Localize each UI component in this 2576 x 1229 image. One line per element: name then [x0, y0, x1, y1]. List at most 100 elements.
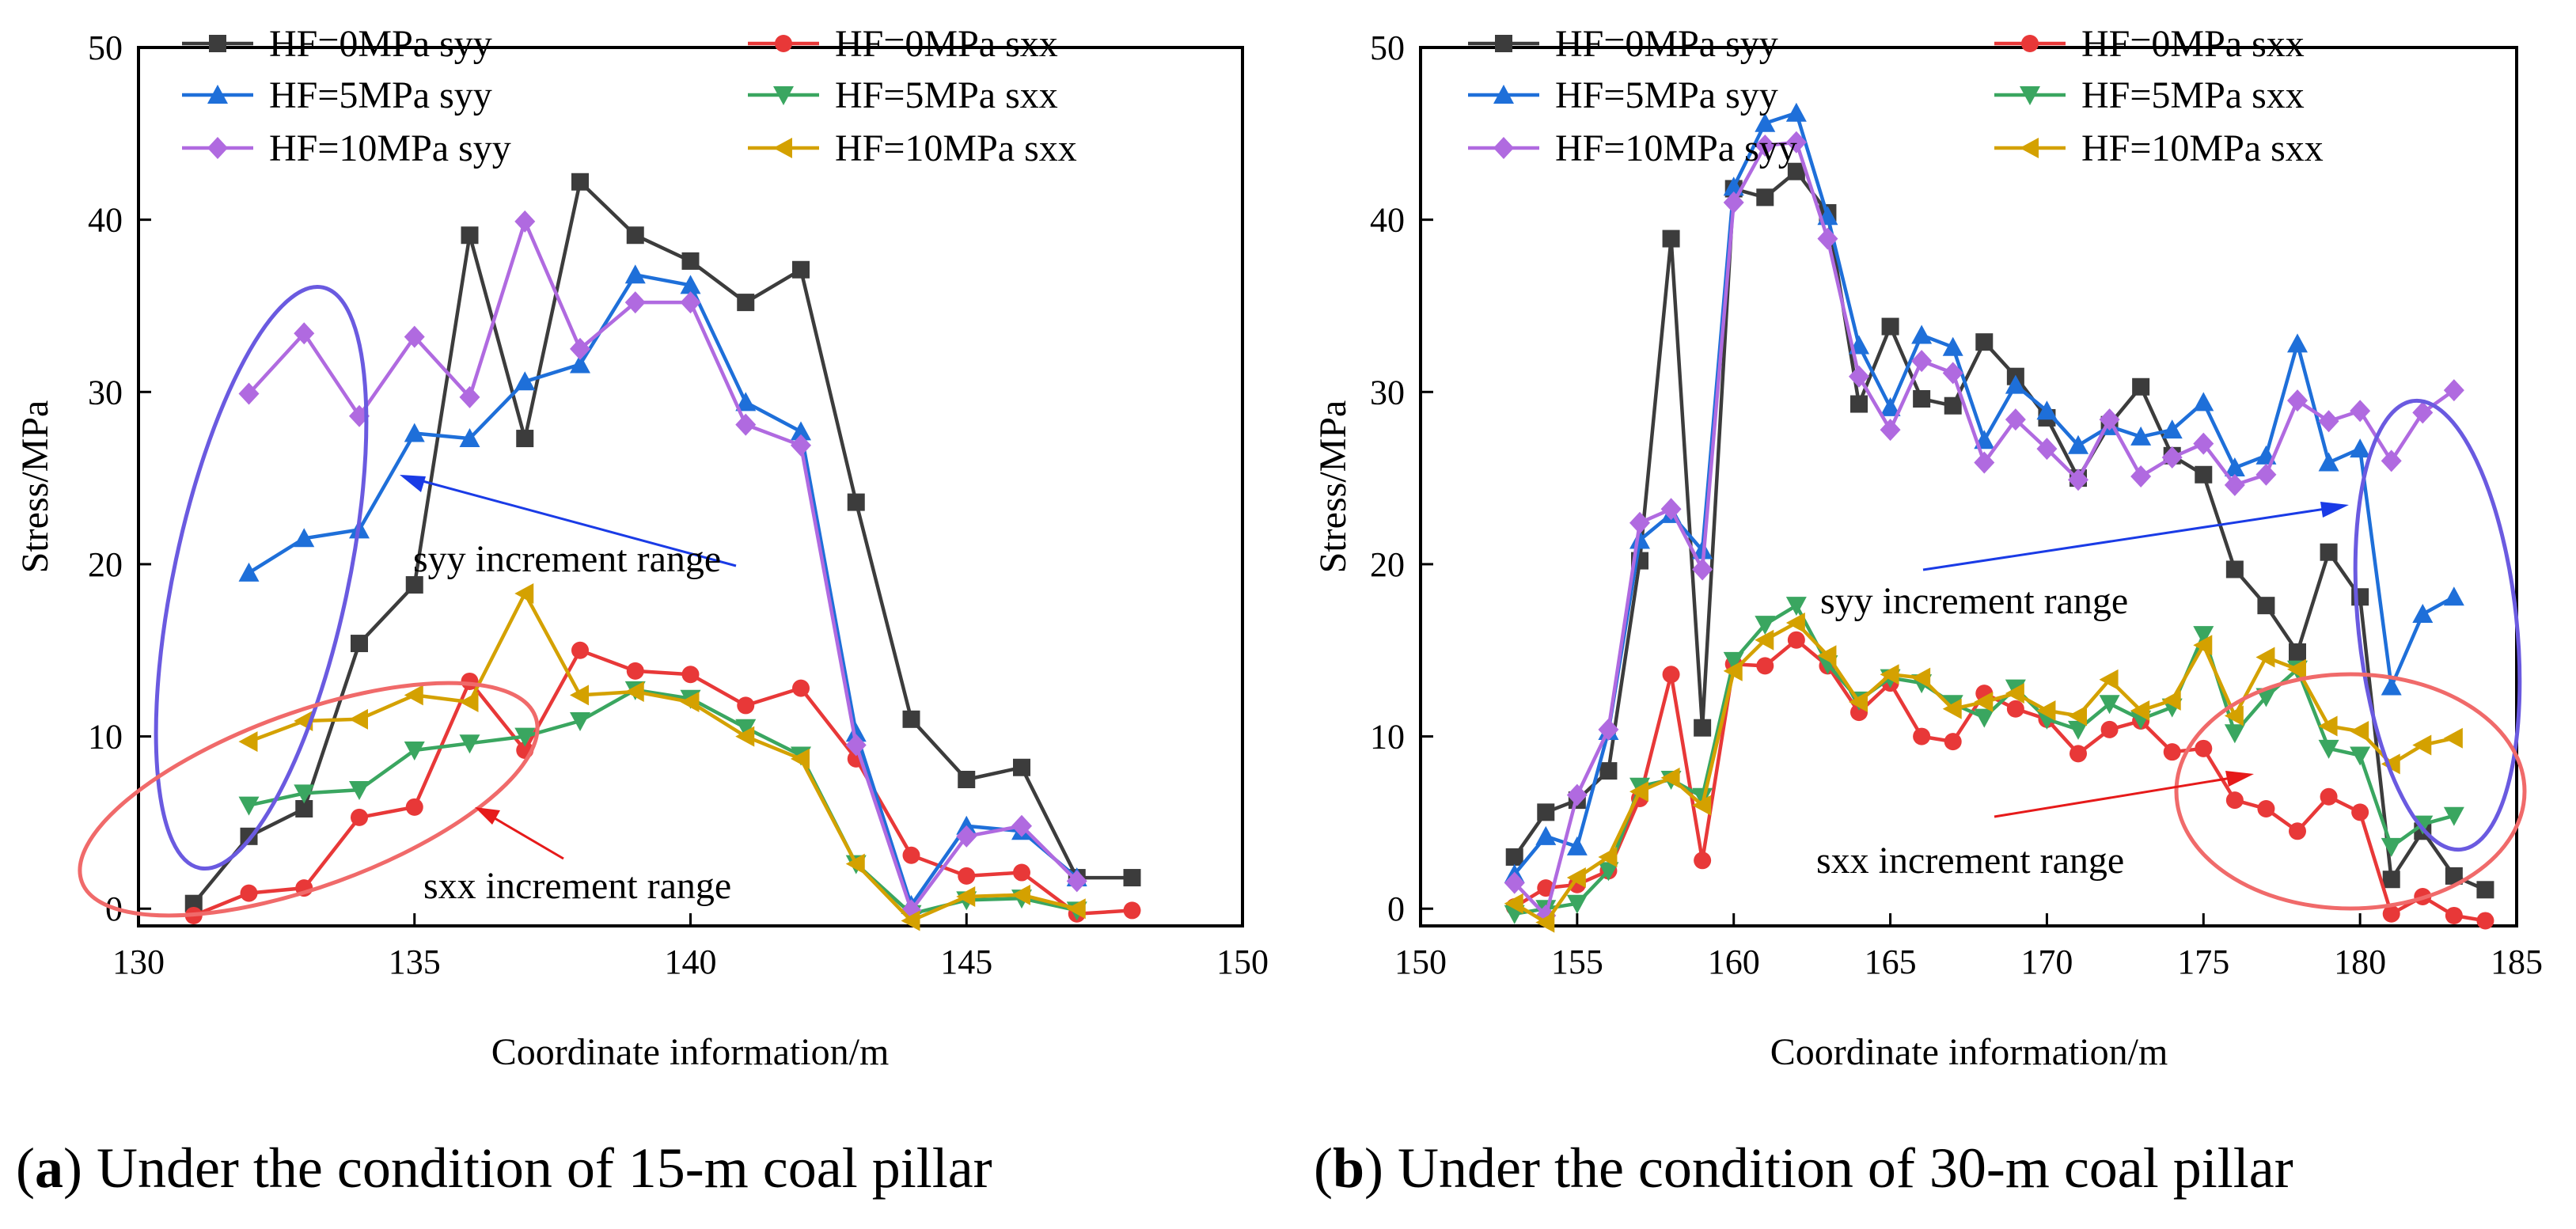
panel-a-data-point-hf-5mpa-syy [514, 371, 536, 391]
panel-a-data-point-hf-0mpa-sxx [626, 662, 644, 680]
panel-b-data-point-hf-10mpa-syy [1817, 227, 1838, 250]
panel-b-data-point-hf-5mpa-syy [2068, 434, 2088, 454]
panel-a-data-point-hf-5mpa-syy [735, 392, 757, 412]
panel-b-data-point-hf-10mpa-sxx [1974, 692, 1994, 713]
panel-b-data-point-hf-5mpa-syy [2193, 392, 2214, 412]
panel-b-data-point-hf-10mpa-syy [2005, 408, 2026, 431]
panel-a-legend-swatch-marker [775, 35, 792, 52]
panel-a-sxx-arrowhead [475, 807, 500, 825]
panel-b-data-point-hf-5mpa-sxx [2099, 695, 2120, 715]
panel-b-data-point-hf-0mpa-syy [1944, 396, 1962, 415]
panel-b-data-point-hf-5mpa-sxx [2193, 626, 2214, 646]
panel-b-data-point-hf-5mpa-syy [2381, 676, 2402, 696]
panel-b-data-point-hf-0mpa-sxx [2289, 822, 2306, 840]
panel-a-data-point-hf-5mpa-sxx [735, 719, 757, 738]
panel-b-data-point-hf-0mpa-syy [2382, 871, 2400, 889]
panel-b-legend-item-hf-5mpa-syy: HF=5MPa syy [1468, 74, 1778, 116]
panel-b-data-point-hf-0mpa-sxx [1756, 657, 1774, 675]
panel-a-data-point-hf-10mpa-sxx [1066, 898, 1086, 920]
panel-a-y-tick-label: 20 [88, 545, 123, 584]
panel-b-data-point-hf-10mpa-syy [1911, 350, 1933, 373]
panel-a-legend-item-hf-0mpa-sxx: HF=0MPa sxx [748, 23, 1058, 65]
panel-a-y-tick-label: 40 [88, 201, 123, 240]
panel-a-syy-ellipse [154, 284, 369, 871]
panel-a-data-point-hf-10mpa-syy [956, 825, 977, 848]
panel-b-syy-annotation: syy increment range [1820, 580, 2128, 622]
panel-a-data-point-hf-5mpa-sxx [404, 742, 425, 761]
panel-b-data-point-hf-10mpa-syy [1504, 871, 1525, 894]
panel-b-data-point-hf-0mpa-syy [2132, 377, 2150, 396]
panel-b-caption-label: b [1333, 1136, 1364, 1200]
panel-a-data-point-hf-10mpa-sxx [956, 886, 976, 907]
panel-b-legend-swatch-marker [1493, 85, 1514, 104]
panel-a-data-point-hf-10mpa-sxx [1011, 884, 1030, 905]
panel-a-data-point-hf-10mpa-sxx [845, 853, 865, 874]
panel-b-series-hf-10mpa-sxx [1504, 612, 2463, 933]
panel-a-data-point-hf-5mpa-sxx [238, 796, 260, 816]
panel-a-data-point-hf-10mpa-syy [238, 382, 260, 405]
panel-b-series-hf-10mpa-syy [1504, 131, 2464, 927]
panel-b-y-tick-label: 0 [1387, 890, 1405, 928]
panel-a-legend-swatch-marker [207, 137, 228, 159]
panel-a-legend-item-hf-0mpa-syy: HF=0MPa syy [182, 23, 492, 65]
panel-a-data-point-hf-0mpa-sxx [405, 798, 423, 816]
panel-b-data-point-hf-10mpa-syy [2161, 446, 2183, 468]
panel-a-data-point-hf-0mpa-syy [351, 635, 368, 653]
panel-a-data-point-hf-10mpa-sxx [791, 748, 810, 769]
panel-b-data-point-hf-5mpa-syy [2412, 604, 2434, 624]
panel-a-x-axis-label: Coordinate information/m [491, 1031, 890, 1073]
panel-b-data-point-hf-5mpa-sxx [2381, 837, 2402, 857]
panel-b-chart: 150 155 160 165 170 175 180 185 0 10 20 30 40 50 syy … [1312, 23, 2543, 1200]
panel-b-data-point-hf-0mpa-syy [2445, 867, 2463, 885]
panel-b-data-point-hf-10mpa-sxx [1535, 912, 1555, 933]
panel-b-data-point-hf-5mpa-syy [1785, 102, 1807, 122]
panel-a-caption: (a) Under the condition of 15-m coal pil… [16, 1136, 992, 1200]
panel-b-data-point-hf-5mpa-syy [1566, 836, 1588, 855]
panel-b-x-tick-label: 160 [1708, 943, 1760, 981]
panel-a-data-point-hf-0mpa-syy [461, 226, 479, 245]
panel-a-data-point-hf-5mpa-syy [956, 815, 977, 835]
panel-b-data-point-hf-0mpa-syy [1756, 188, 1774, 207]
panel-a-data-point-hf-5mpa-syy [791, 421, 811, 441]
panel-b-data-point-hf-10mpa-sxx [2287, 658, 2306, 680]
panel-b-data-point-hf-10mpa-sxx [2381, 753, 2400, 775]
panel-b-data-point-hf-10mpa-sxx [2412, 734, 2432, 756]
panel-b-syy-arrow [1922, 505, 2342, 571]
panel-b-legend-swatch-marker [1495, 35, 1512, 52]
panel-b-data-point-hf-5mpa-syy [2350, 438, 2371, 458]
panel-b-data-point-hf-0mpa-syy [2476, 881, 2494, 899]
panel-b-data-point-hf-10mpa-sxx [2255, 647, 2275, 668]
panel-b-legend-swatch-marker [2021, 35, 2039, 52]
panel-b-sxx-ellipse [2174, 672, 2527, 911]
panel-b-data-point-hf-0mpa-syy [1913, 390, 1931, 408]
panel-b-data-point-hf-10mpa-sxx [1723, 660, 1743, 681]
panel-b-y-axis-label: Stress/MPa [1312, 400, 1354, 574]
panel-a-x-tick-label: 150 [1216, 943, 1269, 981]
panel-b-data-point-hf-10mpa-syy [1849, 365, 1869, 388]
panel-b-data-point-hf-0mpa-sxx [2225, 791, 2244, 810]
panel-b-data-point-hf-5mpa-sxx [1566, 894, 1588, 914]
panel-b-legend-item-hf-10mpa-sxx: HF=10MPa sxx [1994, 127, 2324, 169]
panel-a-data-point-hf-10mpa-sxx [624, 681, 644, 702]
panel-b-legend-item-hf-0mpa-sxx: HF=0MPa sxx [1994, 23, 2305, 65]
panel-b-data-point-hf-10mpa-syy [2036, 438, 2058, 461]
panel-a-legend-label: HF=10MPa syy [269, 127, 511, 169]
panel-b-data-point-hf-10mpa-sxx [2193, 635, 2213, 656]
panel-b-legend-item-hf-10mpa-syy: HF=10MPa syy [1468, 127, 1797, 169]
panel-b-data-point-hf-10mpa-sxx [2068, 705, 2087, 726]
panel-a-legend-item-hf-10mpa-syy: HF=10MPa syy [182, 127, 511, 169]
panel-b-legend-item-hf-5mpa-sxx: HF=5MPa sxx [1994, 74, 2305, 116]
panel-b-data-point-hf-0mpa-syy [1787, 162, 1805, 180]
panel-b-y-tick-label: 10 [1370, 718, 1405, 757]
panel-b-data-point-hf-10mpa-sxx [1566, 867, 1586, 889]
panel-a-data-point-hf-5mpa-sxx [570, 712, 590, 731]
panel-a-data-point-hf-0mpa-sxx [1013, 863, 1030, 882]
panel-b-data-point-hf-10mpa-sxx [2161, 689, 2181, 711]
panel-b-data-point-hf-0mpa-syy [1537, 803, 1555, 821]
panel-b-data-point-hf-10mpa-syy [1566, 783, 1588, 806]
panel-b-legend-swatch-marker [2020, 138, 2039, 158]
panel-b-data-point-hf-5mpa-syy [1911, 324, 1933, 344]
panel-b-data-point-hf-0mpa-sxx [2257, 800, 2275, 817]
panel-b-data-point-hf-0mpa-sxx [1662, 666, 1680, 684]
panel-a-legend-label: HF=0MPa sxx [835, 23, 1058, 65]
